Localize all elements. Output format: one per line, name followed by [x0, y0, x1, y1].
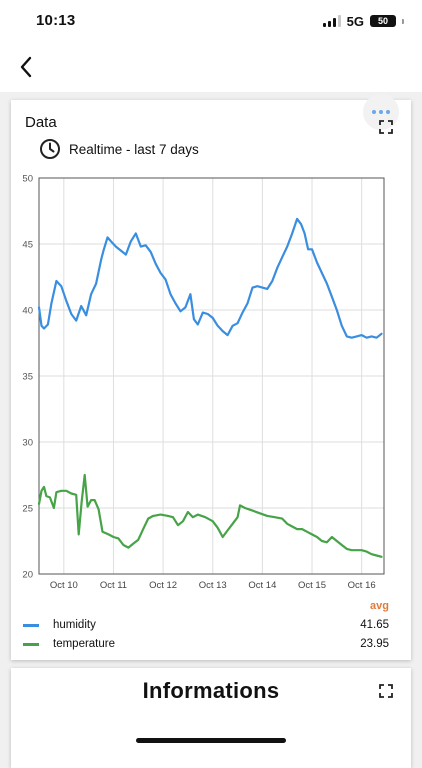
line-chart: 20 25 30 35 40 45 50 Oct 10 Oct 11 Oct 12 Oct 13 Oc… [22, 174, 385, 590]
y-tick-label: 45 [22, 240, 33, 251]
nav-bar [0, 44, 422, 92]
legend-name: humidity [53, 619, 96, 631]
battery-tip [402, 18, 404, 24]
battery-level: 50 [377, 16, 388, 26]
signal-icon [322, 15, 341, 27]
time-range[interactable]: Realtime - last 7 days [39, 138, 199, 160]
legend-avg: 41.65 [360, 619, 389, 631]
legend-swatch [23, 642, 39, 646]
x-tick-label: Oct 12 [149, 580, 177, 590]
informations-title: Informations [142, 678, 280, 703]
y-tick-label: 20 [22, 570, 33, 581]
y-tick-label: 30 [22, 438, 33, 449]
expand-icon[interactable] [379, 120, 393, 134]
x-tick-label: Oct 14 [248, 580, 276, 590]
y-tick-label: 35 [22, 372, 33, 383]
x-tick-label: Oct 11 [100, 580, 127, 590]
card-title: Data [25, 114, 57, 131]
legend-swatch [23, 623, 39, 627]
network-type: 5G [346, 13, 364, 29]
clock-icon [40, 139, 60, 159]
status-bar: 10:13 5G 50 [0, 0, 422, 44]
more-dots-icon[interactable] [363, 94, 399, 130]
y-tick-label: 25 [22, 504, 33, 515]
home-indicator [136, 738, 286, 743]
battery-icon: 50 [370, 15, 396, 27]
x-tick-label: Oct 15 [298, 580, 326, 590]
time-range-label: Realtime - last 7 days [69, 141, 199, 157]
legend-name: temperature [53, 638, 116, 650]
data-card: Data Realtime - last 7 days 20 25 30 35 40 45… [11, 94, 411, 660]
avg-header: avg [370, 600, 389, 612]
chevron-left-icon[interactable] [14, 54, 38, 80]
plot-frame [38, 177, 385, 575]
series-line-temperature [37, 473, 383, 558]
legend-item-temperature[interactable]: temperature 23.95 [23, 635, 389, 653]
x-tick-label: Oct 10 [50, 580, 78, 590]
informations-card: Informations [11, 668, 411, 768]
status-time: 10:13 [36, 12, 76, 29]
legend-item-humidity[interactable]: humidity 41.65 [23, 616, 389, 634]
status-indicators: 5G 50 [322, 12, 404, 30]
y-tick-label: 40 [22, 306, 33, 317]
expand-icon[interactable] [379, 684, 393, 698]
x-tick-label: Oct 13 [199, 580, 227, 590]
series-line-humidity [37, 217, 383, 339]
legend-avg: 23.95 [360, 638, 389, 650]
x-tick-label: Oct 16 [348, 580, 376, 590]
y-tick-label: 50 [22, 174, 33, 185]
